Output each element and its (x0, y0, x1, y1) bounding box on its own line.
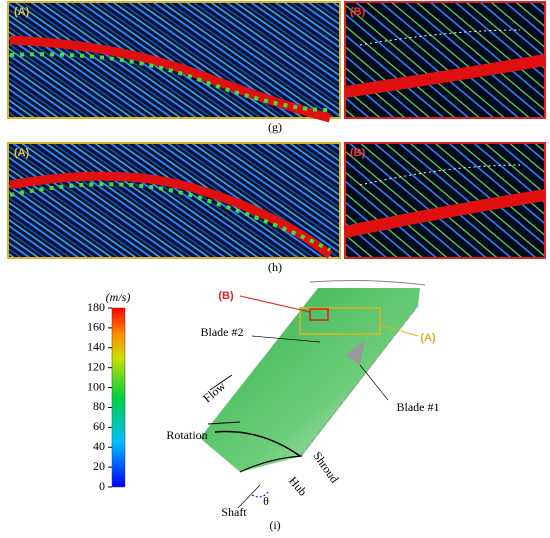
shroud-edge (309, 280, 426, 286)
flow-arrow (209, 374, 233, 391)
colorbar-tick-label: 0 (99, 479, 105, 493)
region-b (309, 308, 329, 321)
leader (251, 335, 321, 343)
caption: (i) (269, 518, 280, 532)
angle-arc (251, 491, 269, 498)
leader-b (239, 295, 311, 313)
vortex (9, 35, 332, 123)
panel-i: (m/s) (B) (A) Blade #2 Blade #1 Flow Rot… (87, 280, 440, 532)
label: θ (263, 494, 269, 508)
panel-g: (A) (B) (g) (7, 1, 547, 134)
colorbar-tick-label: 120 (87, 359, 105, 373)
colorbar-tick-label: 20 (93, 459, 105, 473)
leader (237, 484, 261, 509)
label: (A) (420, 332, 436, 344)
vortex (9, 171, 333, 259)
caption: (h) (268, 260, 282, 274)
hub-edge (239, 455, 303, 473)
label: Flow (200, 379, 228, 406)
panel-a-image (7, 142, 341, 259)
colorbar-tick-label: 140 (87, 340, 105, 354)
colorbar-tick-label: 80 (93, 399, 105, 413)
inlet-edge (214, 430, 301, 457)
label: Rotation (166, 428, 207, 442)
label: Shaft (221, 505, 247, 519)
panel-label: (A) (14, 6, 30, 18)
vortex (343, 189, 546, 238)
colorbar-unit: (m/s) (106, 290, 131, 304)
panel-h: (A) (B) (h) (7, 142, 546, 274)
panel-a-image (7, 1, 341, 119)
colorbar-tick-label: 40 (93, 439, 105, 453)
label: (B) (218, 290, 234, 302)
colorbar-tick-label: 160 (87, 320, 105, 334)
panel-label: (B) (350, 147, 366, 159)
colorbar (111, 307, 126, 488)
colorbar-tick-label: 60 (93, 419, 105, 433)
label: Blade #2 (201, 325, 244, 339)
streamline (359, 164, 521, 186)
colorbar-tick-label: 100 (87, 379, 105, 393)
vortex (344, 54, 547, 98)
caption: (g) (268, 120, 282, 134)
label: Hub (286, 474, 310, 499)
label: Shroud (310, 449, 341, 485)
axis-line (299, 305, 419, 457)
blade-tips (9, 52, 331, 112)
label: Blade #1 (397, 400, 440, 414)
colorbar-tick-label: 180 (87, 300, 105, 314)
blade-1 (345, 340, 365, 365)
region-a (299, 307, 381, 335)
blade-tips (9, 182, 331, 252)
rotation-arrow (207, 421, 241, 425)
panel-label: (A) (14, 147, 30, 159)
leader (359, 364, 389, 401)
streamline (359, 29, 521, 46)
panel-label: (B) (350, 6, 366, 18)
leader-a (379, 324, 419, 337)
